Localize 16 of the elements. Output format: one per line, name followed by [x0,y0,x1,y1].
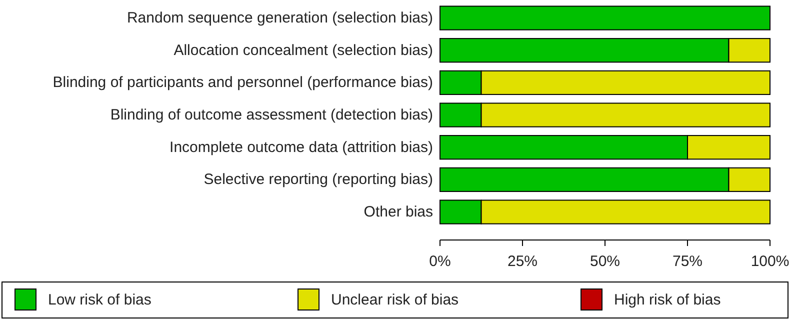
y-tick-label: Selective reporting (reporting bias) [204,171,433,188]
x-tick-label: 75% [672,253,703,270]
x-tick-label: 50% [590,253,620,270]
legend-label: Low risk of bias [48,292,152,308]
x-tick-label: 25% [507,253,538,270]
y-tick-label: Random sequence generation (selection bias) [126,10,433,27]
x-tick-label: 0% [429,253,451,270]
y-tick-label: Other bias [364,203,433,220]
y-tick-label: Incomplete outcome data (attrition bias) [170,138,434,156]
y-tick-label: Blinding of outcome assessment (detection bias) [110,106,433,124]
bar [440,6,770,30]
y-tick-label: Allocation concealment (selection bias) [174,42,433,59]
legend-label: High risk of bias [614,292,721,308]
y-tick-label: Blinding of participants and personnel (performance bias) [52,74,433,92]
legend-label: Unclear risk of bias [331,292,459,308]
x-tick-label: 100% [750,253,790,270]
